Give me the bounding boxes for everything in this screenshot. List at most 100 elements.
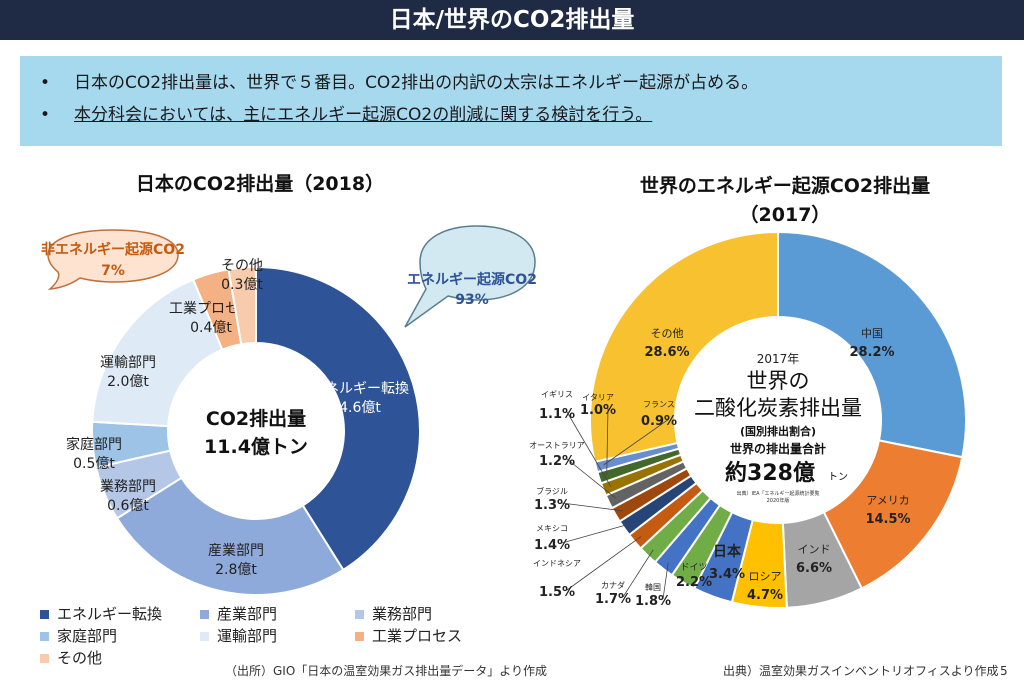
world-leader-line-14 [603, 418, 670, 466]
world-chart-title-line2: （2017） [739, 204, 831, 226]
summary-text: 日本のCO2排出量は、世界で５番目。CO2排出の内訳の太宗はエネルギー起源が占め… [74, 73, 759, 93]
world-slice-name-15: その他 [651, 327, 684, 340]
world-leader-line-6 [662, 562, 669, 600]
legend-item-4: 運輸部門 [200, 625, 277, 646]
japan-source: （出所）GIO「日本の温室効果ガス排出量データ」より作成 [225, 664, 548, 678]
legend-item-2: 業務部門 [355, 603, 432, 624]
japan-slice-value-0: 4.6億t [339, 400, 381, 416]
world-slice-value-11: 1.2% [539, 454, 575, 469]
world-leader-line-10 [561, 502, 623, 512]
world-leader-line-11 [566, 458, 617, 499]
japan-slice-6 [227, 265, 257, 346]
summary-item: • 日本のCO2排出量は、世界で５番目。CO2排出の内訳の太宗はエネルギー起源が占… [40, 68, 758, 93]
world-center-unit: トン [828, 472, 848, 483]
energy-callout-label: エネルギー起源CO2 [407, 271, 537, 288]
world-slice-value-3: 4.7% [747, 588, 783, 603]
world-slice-name-1: アメリカ [866, 494, 909, 507]
world-leader-line-8 [566, 536, 642, 591]
world-slice-value-4: 3.4% [709, 567, 745, 582]
japan-slice-name-3: 家庭部門 [66, 436, 122, 453]
world-center-total: 約328億 [725, 460, 815, 486]
world-slice-name-12: イギリス [541, 390, 573, 399]
legend-item-5: 工業プロセス [355, 625, 462, 646]
world-slice-name-10: ブラジル [536, 486, 568, 496]
world-leader-line-12 [566, 411, 612, 487]
world-slice-value-8: 1.5% [539, 585, 575, 600]
legend-swatch [40, 610, 49, 619]
world-slice-name-11: オーストラリア [529, 441, 585, 450]
world-slice-value-13: 1.0% [580, 403, 616, 418]
bullet: • [40, 105, 51, 125]
japan-slice-value-2: 0.6億t [107, 498, 149, 514]
world-slice-value-9: 1.4% [534, 538, 570, 553]
japan-legend: エネルギー転換 産業部門 業務部門家庭部門 運輸部門 工業プロセスその他 [40, 603, 520, 673]
world-slice-name-13: イタリア [582, 393, 614, 402]
world-slice-name-2: インド [798, 543, 831, 556]
energy-callout-bubble [404, 225, 536, 328]
legend-label: 産業部門 [217, 605, 278, 623]
world-slice-value-7: 1.7% [595, 592, 631, 607]
japan-slice-value-3: 0.5億t [73, 456, 115, 472]
japan-chart-title: 日本のCO2排出量（2018） [135, 173, 385, 195]
japan-slice-0 [255, 265, 421, 572]
world-center-line2: 二酸化炭素排出量 [694, 396, 862, 420]
legend-label: 工業プロセス [372, 627, 463, 645]
legend-item-0: エネルギー転換 [40, 603, 162, 624]
world-slice-value-12: 1.1% [539, 407, 575, 422]
world-center-year: 2017年 [757, 352, 800, 366]
japan-slice-1 [115, 476, 345, 596]
summary-item: • 本分科会においては、主にエネルギー起源CO2の削減に関する検討を行う。 [40, 100, 652, 125]
legend-item-6: その他 [40, 647, 102, 668]
world-slice-15 [589, 230, 779, 464]
world-slice-name-6: 韓国 [645, 582, 661, 592]
japan-slice-name-2: 業務部門 [100, 479, 156, 495]
japan-slice-name-1: 産業部門 [208, 543, 264, 559]
world-slice-name-9: メキシコ [536, 524, 568, 533]
japan-slice-name-5: 工業プロセス [169, 301, 253, 317]
world-slice-value-10: 1.3% [534, 498, 570, 513]
world-slice-name-5: ドイツ [680, 563, 707, 573]
world-center-line4: 世界の排出量合計 [730, 441, 826, 456]
japan-slice-value-4: 2.0億t [107, 374, 149, 390]
japan-slice-value-6: 0.3億t [221, 277, 263, 293]
japan-slice-name-4: 運輸部門 [100, 355, 156, 371]
legend-label: エネルギー転換 [57, 605, 163, 623]
japan-center-total: 11.4億トン [204, 435, 308, 458]
legend-swatch [200, 632, 209, 641]
world-center-line3: (国別排出割合) [740, 424, 816, 438]
legend-label: 家庭部門 [57, 627, 118, 645]
world-chart-title: 世界のエネルギー起源CO2排出量 （2017） [560, 172, 1010, 230]
japan-slice-4 [91, 278, 224, 428]
legend-swatch [40, 632, 49, 641]
world-center-source2: 2020年版 [767, 497, 790, 504]
page-number: 5 [1000, 664, 1008, 678]
bullet: • [40, 73, 51, 93]
summary-text: 本分科会においては、主にエネルギー起源CO2の削減に関する検討を行う。 [74, 105, 653, 125]
world-slice-value-6: 1.8% [635, 594, 671, 609]
legend-swatch [355, 632, 364, 641]
world-source: 出典）温室効果ガスインベントリオフィスより作成 [723, 664, 999, 678]
legend-swatch [200, 610, 209, 619]
world-slice-name-4: 日本 [713, 543, 742, 560]
world-slice-value-5: 2.2% [676, 575, 712, 590]
world-slice-name-7: カナダ [601, 580, 625, 590]
legend-swatch [355, 610, 364, 619]
world-slice-name-8: インドネシア [533, 559, 581, 568]
japan-slice-value-5: 0.4億t [190, 320, 232, 336]
world-chart-title-line1: 世界のエネルギー起源CO2排出量 [639, 175, 931, 197]
legend-item-1: 産業部門 [200, 603, 277, 624]
legend-label: 業務部門 [372, 605, 433, 623]
world-slice-name-3: ロシア [749, 570, 782, 583]
legend-label: 運輸部門 [217, 627, 278, 645]
energy-callout-value: 93% [455, 292, 489, 308]
world-slice-name-0: 中国 [861, 327, 883, 340]
japan-slice-value-1: 2.8億t [215, 562, 257, 578]
world-leader-line-13 [606, 407, 609, 476]
world-slice-0 [777, 230, 967, 459]
world-slice-value-2: 6.6% [796, 561, 832, 576]
world-slice-value-15: 28.6% [644, 345, 689, 360]
japan-slice-name-6: その他 [221, 258, 263, 274]
world-slice-value-1: 14.5% [865, 512, 910, 527]
world-center-source: 出典）IEA「エネルギー起源統計要覧 [736, 490, 819, 497]
